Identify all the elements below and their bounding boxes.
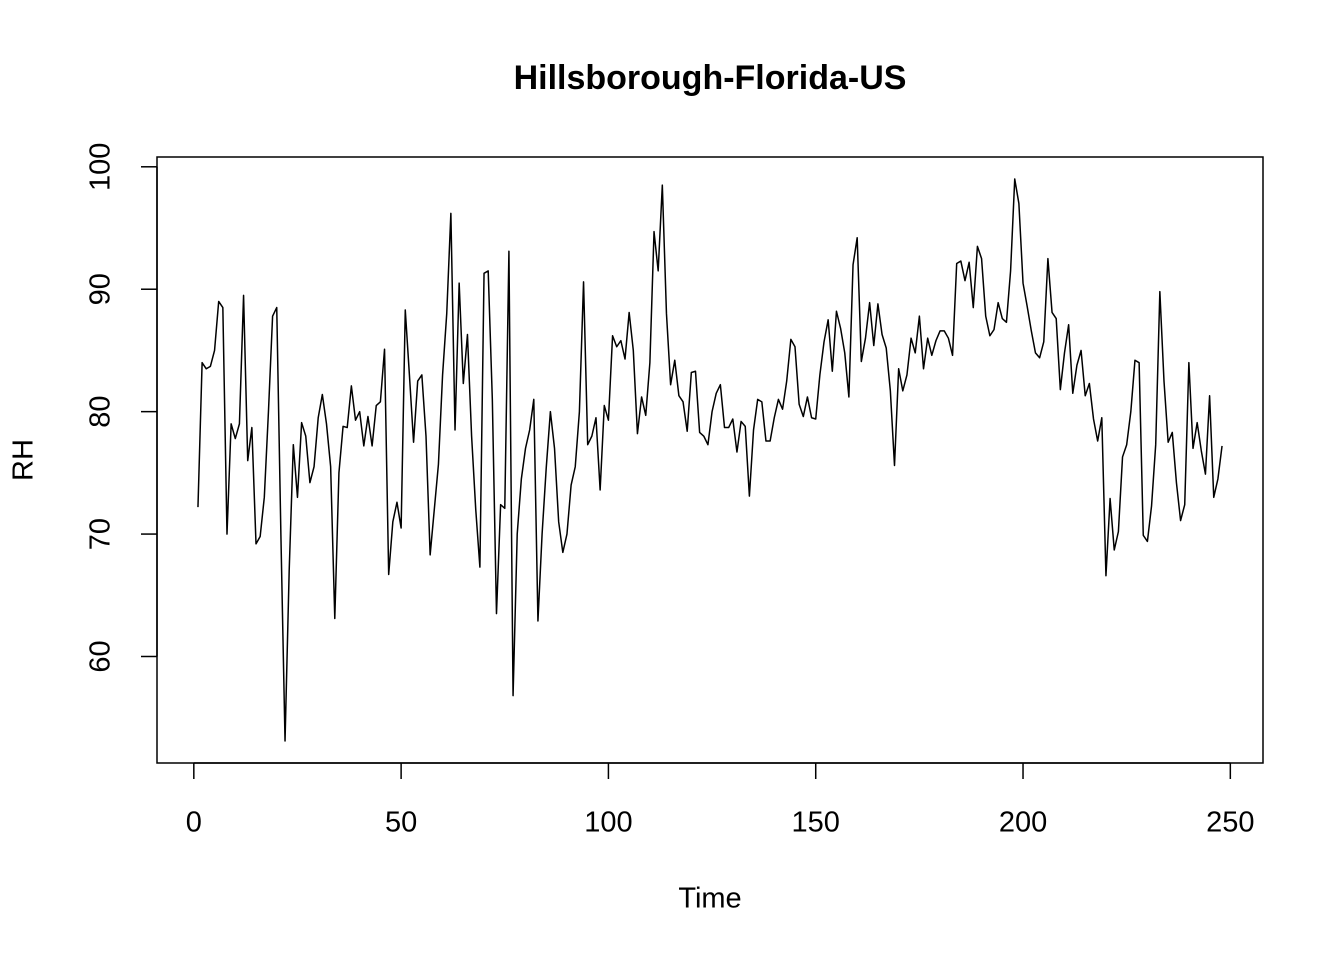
y-tick-label: 80	[85, 396, 117, 428]
y-tick-label: 90	[85, 273, 117, 305]
x-tick-label: 0	[186, 807, 202, 839]
x-tick-label: 150	[792, 807, 840, 839]
x-axis-label: Time	[678, 883, 741, 915]
data-line	[197, 178, 1223, 742]
plot-box	[156, 156, 1264, 764]
y-tick-label: 60	[85, 640, 117, 672]
x-tick-label: 100	[584, 807, 632, 839]
x-tick-label: 250	[1206, 807, 1254, 839]
y-tick-label: 100	[85, 143, 117, 191]
chart-title: Hillsborough-Florida-US	[514, 59, 907, 97]
x-tick-label: 200	[999, 807, 1047, 839]
x-tick-label: 50	[385, 807, 417, 839]
y-axis-label: RH	[8, 439, 40, 481]
y-tick-label: 70	[85, 518, 117, 550]
